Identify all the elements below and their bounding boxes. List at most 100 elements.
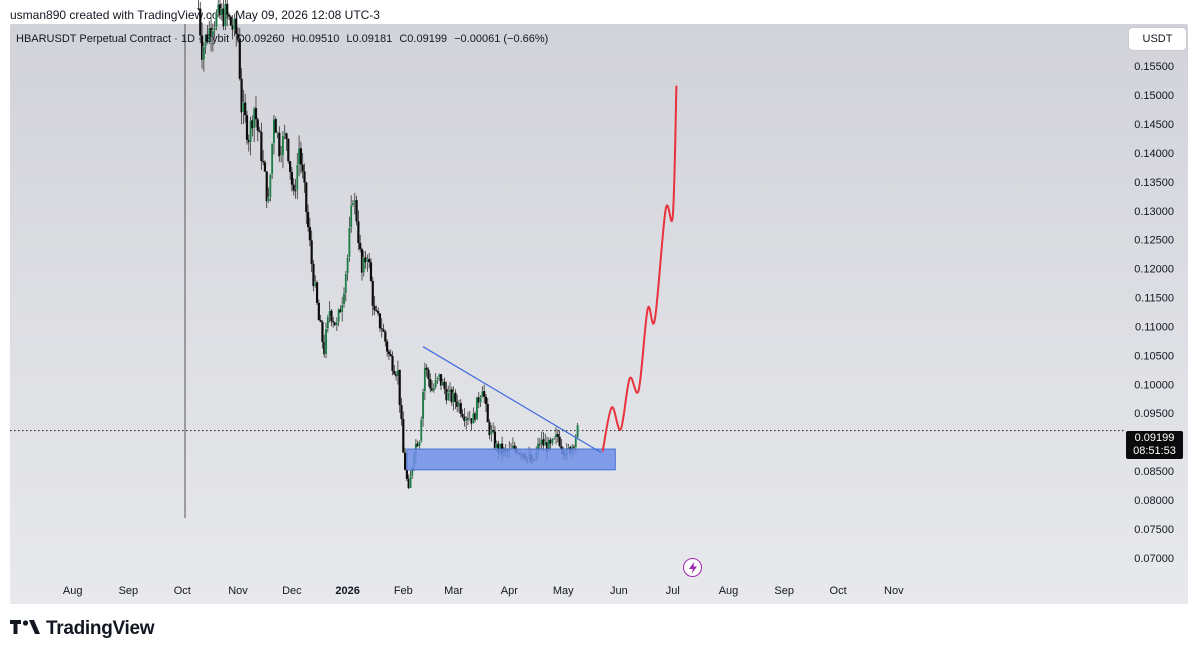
currency-button[interactable]: USDT <box>1128 27 1187 51</box>
candle-body <box>538 443 541 445</box>
candle-body <box>402 419 405 453</box>
candle-body <box>490 429 493 436</box>
candle-body <box>461 413 464 417</box>
x-tick-label: Nov <box>884 585 904 597</box>
candle-body <box>400 405 403 420</box>
chart-area[interactable] <box>10 24 1188 604</box>
candle-body <box>199 8 202 36</box>
candle-body <box>560 445 563 449</box>
candle-body <box>274 119 277 133</box>
candle-body <box>375 310 378 312</box>
candle-body <box>454 392 457 402</box>
candle-body <box>308 226 311 241</box>
candle-body <box>279 155 283 158</box>
y-tick-label: 0.08000 <box>1134 495 1174 507</box>
candle-body <box>262 161 265 163</box>
brand-footer[interactable]: TradingView <box>10 618 155 640</box>
candle-body <box>226 3 229 15</box>
support-zone <box>406 448 616 471</box>
current-price-value: 0.09199 <box>1134 432 1175 444</box>
candle-body <box>475 396 479 420</box>
legend-low: L0.09181 <box>346 33 393 45</box>
candle-body <box>240 78 243 113</box>
y-tick-label: 0.10500 <box>1134 350 1174 362</box>
candle-body <box>249 120 252 143</box>
chart-credit: usman890 created with TradingView.com, M… <box>10 8 380 22</box>
x-tick-label: Aug <box>719 585 739 597</box>
candle-body <box>289 161 292 172</box>
candle-body <box>238 38 241 79</box>
candle-body <box>340 304 344 313</box>
candle-body <box>213 27 216 31</box>
y-tick-label: 0.11500 <box>1135 293 1174 305</box>
candle-body <box>306 212 310 227</box>
candle-body <box>395 374 398 377</box>
candle-body <box>407 478 410 489</box>
legend-high: H0.09510 <box>291 33 340 45</box>
candle-body <box>333 322 337 326</box>
candle-body <box>209 27 213 37</box>
candle-body <box>281 135 285 157</box>
candle-body <box>229 16 232 26</box>
candle-body <box>484 396 488 405</box>
x-tick-label: Jun <box>610 585 628 597</box>
candle-body <box>348 227 351 258</box>
y-tick-label: 0.12500 <box>1134 235 1174 247</box>
y-tick-label: 0.07000 <box>1134 553 1174 565</box>
candle-body <box>479 397 482 403</box>
candle-body <box>359 242 362 250</box>
candle-body <box>265 171 268 202</box>
candle-body <box>256 119 259 131</box>
candle-body <box>430 388 434 391</box>
candle-body <box>287 138 290 162</box>
candle-body <box>235 18 238 35</box>
candle-body <box>513 445 516 450</box>
tradingview-logo-icon <box>10 619 40 639</box>
candle-body <box>303 171 306 183</box>
candle-body <box>450 389 453 403</box>
candle-body <box>339 309 342 313</box>
candle-body <box>493 431 497 449</box>
candle-body <box>552 437 556 439</box>
candle-body <box>545 441 549 452</box>
annotations <box>406 85 678 471</box>
candle-body <box>254 108 258 120</box>
y-tick-label: 0.11000 <box>1135 321 1174 333</box>
candle-body <box>389 354 392 357</box>
candle-body <box>202 46 206 61</box>
x-tick-label: Apr <box>501 585 518 597</box>
candle-body <box>218 4 222 16</box>
ohlc-legend: HBARUSDT Perpetual Contract · 1D · Bybit… <box>16 33 552 45</box>
legend-symbol: HBARUSDT Perpetual Contract · 1D · Bybit <box>16 33 230 45</box>
candle-body <box>446 392 450 401</box>
x-tick-label: Jul <box>666 585 680 597</box>
candle-body <box>470 418 473 424</box>
candle-body <box>425 367 428 370</box>
candle-body <box>236 34 240 39</box>
candle-body <box>315 282 319 303</box>
candle-body <box>290 171 294 185</box>
candle-body <box>483 391 486 397</box>
candle-body <box>364 257 367 263</box>
candle-body <box>260 132 263 162</box>
candle-body <box>231 25 234 30</box>
y-tick-label: 0.13500 <box>1134 177 1174 189</box>
candle-body <box>463 416 466 422</box>
candle-body <box>386 341 389 352</box>
lightning-icon[interactable] <box>683 558 702 577</box>
x-tick-label: Aug <box>63 585 83 597</box>
candle-body <box>377 311 380 314</box>
candle-body <box>459 403 462 414</box>
y-tick-label: 0.09500 <box>1134 408 1174 420</box>
y-tick-label: 0.13000 <box>1134 206 1174 218</box>
x-tick-label: Sep <box>119 585 139 597</box>
candle-body <box>360 249 364 273</box>
x-tick-label: Mar <box>444 585 463 597</box>
candle-body <box>285 133 288 139</box>
candle-body <box>342 293 346 305</box>
y-tick-label: 0.15000 <box>1134 90 1174 102</box>
candle-body <box>371 280 374 306</box>
descending-trendline <box>422 346 602 454</box>
candle-body <box>245 115 249 140</box>
